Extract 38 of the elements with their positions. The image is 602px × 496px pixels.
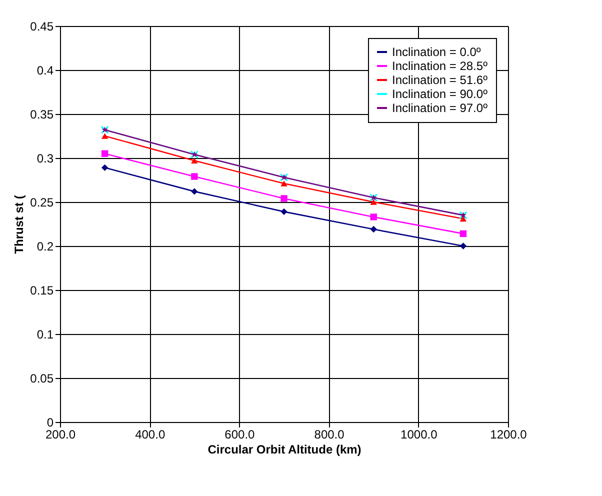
y-tick-label: 0.4 bbox=[36, 64, 54, 78]
y-tick-label: 0.45 bbox=[30, 20, 54, 34]
y-tick-label: 0.3 bbox=[36, 152, 54, 166]
point bbox=[370, 199, 377, 205]
x-tick-label: 800.0 bbox=[314, 428, 345, 442]
y-tick-label: 0.15 bbox=[30, 284, 54, 298]
point bbox=[460, 216, 467, 222]
point bbox=[460, 230, 467, 238]
x-tick-label: 1200.0 bbox=[490, 428, 528, 442]
y-tick-label: 0.1 bbox=[36, 328, 54, 342]
legend-label: Inclination = 97.0º bbox=[392, 101, 488, 115]
legend-label: Inclination = 28.5º bbox=[392, 59, 488, 73]
y-tick-label: 0 bbox=[46, 416, 54, 430]
legend-label: Inclination = 0.0º bbox=[392, 45, 482, 59]
point bbox=[101, 133, 108, 139]
x-tick-label: 1000.0 bbox=[400, 428, 438, 442]
point bbox=[101, 150, 108, 157]
x-tick-label: 200.0 bbox=[45, 428, 76, 442]
x-axis-title: Circular Orbit Altitude (km) bbox=[208, 442, 362, 456]
x-tick-label: 400.0 bbox=[135, 428, 166, 442]
y-tick-label: 0.35 bbox=[30, 108, 54, 122]
point bbox=[280, 195, 288, 202]
y-axis-title: Thrust st ( bbox=[12, 195, 26, 254]
y-tick-label: 0.25 bbox=[30, 196, 54, 210]
point bbox=[460, 242, 467, 250]
legend-label: Inclination = 90.0º bbox=[392, 87, 488, 101]
point bbox=[191, 173, 198, 180]
point bbox=[280, 208, 288, 216]
point bbox=[101, 164, 108, 172]
point bbox=[370, 226, 377, 233]
y-tick-label: 0.2 bbox=[36, 240, 54, 254]
y-tick-label: 0.05 bbox=[30, 372, 54, 386]
point bbox=[191, 188, 198, 195]
x-tick-label: 600.0 bbox=[224, 428, 256, 442]
point bbox=[280, 180, 288, 186]
point bbox=[370, 214, 377, 220]
point bbox=[191, 158, 198, 164]
legend-label: Inclination = 51.6º bbox=[392, 73, 488, 87]
